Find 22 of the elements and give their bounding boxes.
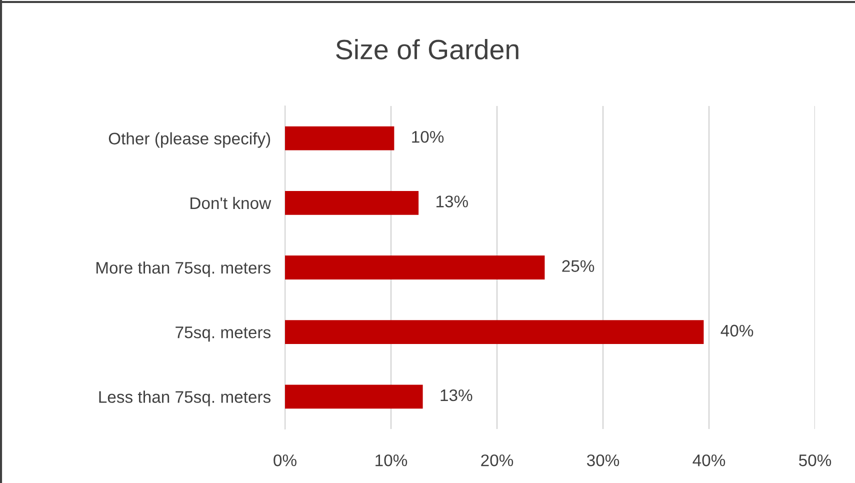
bar	[285, 384, 423, 409]
x-tick-label: 40%	[692, 454, 726, 466]
data-label: 13%	[436, 196, 468, 208]
y-tick-label: More than 75sq. meters	[96, 261, 271, 277]
chart-title: Size of Garden	[336, 39, 518, 60]
bar	[285, 126, 394, 150]
bar	[285, 320, 704, 344]
bar	[285, 256, 545, 280]
x-tick-label: 20%	[481, 454, 514, 466]
y-tick-label: Less than 75sq. meters	[99, 390, 271, 406]
data-label: 10%	[412, 130, 444, 143]
data-label: 25%	[562, 260, 594, 272]
data-label: 40%	[720, 324, 754, 337]
bar	[285, 190, 419, 215]
x-tick-label: 0%	[274, 454, 296, 466]
y-tick-label: 75sq. meters	[176, 326, 271, 342]
y-tick-label: Other (please specify)	[108, 132, 270, 148]
x-tick-label: 10%	[376, 454, 408, 466]
y-tick-label: Don't know	[190, 196, 272, 210]
data-label: 13%	[440, 389, 472, 402]
x-tick-label: 30%	[586, 454, 620, 466]
x-tick-label: 50%	[798, 454, 832, 466]
